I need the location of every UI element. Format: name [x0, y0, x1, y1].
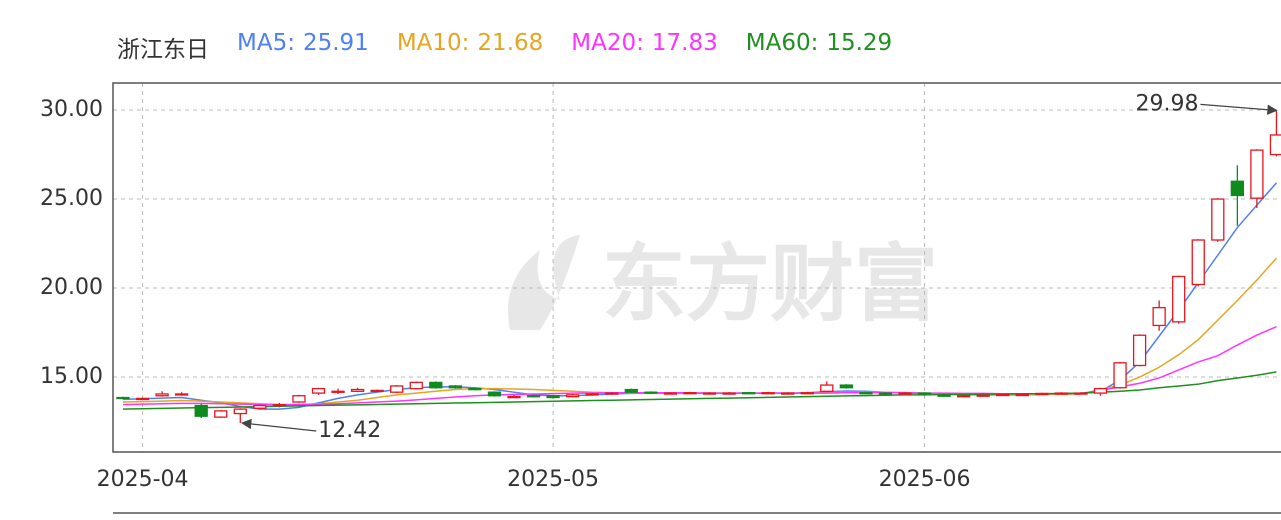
legend-item: MA20: 17.83	[571, 30, 717, 64]
candle-body	[1074, 392, 1088, 395]
y-tick-label: 25.00	[40, 186, 103, 211]
watermark-text: 东方财富	[602, 235, 938, 333]
candle-body	[448, 385, 463, 389]
annotation-min: 12.42	[318, 418, 381, 443]
candle-body	[624, 388, 638, 393]
chart-header: 浙江东日 MA5: 25.91 MA10: 21.68 MA20: 17.83 MA60: 1…	[117, 30, 892, 64]
candle-body	[1230, 180, 1244, 197]
candle-body	[429, 381, 443, 389]
candle-body	[1113, 362, 1127, 389]
candle-body	[663, 392, 678, 395]
x-tick-label: 2025-05	[507, 467, 599, 492]
candle-body	[311, 387, 326, 394]
legend-label: MA60:	[745, 30, 819, 56]
candle-body	[1093, 387, 1108, 394]
candle-body	[174, 393, 189, 396]
y-tick-label: 15.00	[40, 364, 103, 389]
candle-body	[800, 392, 814, 395]
candle-body	[1172, 275, 1186, 323]
candle-body	[585, 393, 599, 396]
candle-body	[272, 404, 287, 407]
plot-frame	[112, 82, 1281, 453]
watermark: 东方财富	[508, 235, 938, 333]
candle-body	[155, 393, 169, 397]
candle-body	[370, 389, 384, 393]
legend-label: MA5:	[237, 30, 295, 56]
candle-body	[1015, 393, 1029, 397]
candle-body	[350, 388, 365, 392]
candle-body	[1132, 334, 1147, 367]
candle-body	[1250, 149, 1264, 199]
candle-body	[957, 395, 971, 398]
candle-body	[526, 395, 541, 398]
candle-body	[331, 390, 345, 393]
legend-value: 15.29	[826, 30, 893, 56]
candle-body	[116, 396, 130, 400]
candle-body	[996, 393, 1010, 397]
candle-body	[1035, 392, 1049, 396]
candle-body	[1211, 198, 1225, 241]
legend-item: MA10: 21.68	[397, 30, 543, 64]
chart-title: 浙江东日	[117, 37, 209, 63]
watermark-logo	[508, 235, 580, 330]
candle-body	[253, 404, 267, 409]
annotation-arrow	[241, 418, 317, 432]
candle-body	[898, 392, 912, 395]
legend-item: MA5: 25.91	[237, 30, 369, 64]
legend-value: 25.91	[302, 30, 369, 56]
y-tick-label: 30.00	[40, 97, 103, 122]
candle-body	[644, 391, 658, 394]
candle-body	[937, 394, 951, 397]
candle-body	[761, 392, 775, 395]
candle-body	[194, 404, 208, 417]
candle-body	[468, 387, 482, 391]
candle-body	[839, 384, 853, 389]
candle-body	[859, 392, 873, 395]
candle-body	[1191, 239, 1205, 286]
candle-body	[292, 395, 306, 403]
candle-body	[683, 392, 697, 395]
candle-body	[722, 392, 736, 395]
candle-body	[820, 384, 834, 392]
candle-body	[976, 394, 990, 397]
candle-body	[605, 392, 619, 395]
candle-body	[135, 397, 150, 401]
annotation-arrow	[1200, 103, 1278, 115]
candle-body	[878, 392, 893, 395]
candle-body	[1054, 392, 1069, 395]
candle-body	[781, 392, 795, 395]
x-tick-label: 2025-04	[97, 467, 189, 492]
candle-body	[702, 392, 717, 395]
legend-value: 21.68	[477, 30, 544, 56]
candle-body	[214, 410, 228, 418]
candle-body	[917, 392, 932, 395]
annotation-max: 29.98	[1135, 91, 1198, 116]
candle-body	[566, 394, 580, 398]
candle-body	[409, 381, 423, 390]
candle-body	[741, 392, 756, 395]
x-tick-label: 2025-06	[879, 467, 971, 492]
legend-item: MA60: 15.29	[746, 30, 892, 64]
candle-body	[507, 395, 521, 399]
candle-body	[1269, 134, 1281, 156]
legend-label: MA20:	[571, 30, 644, 56]
candle-body	[233, 408, 247, 415]
candle-body	[1152, 306, 1166, 327]
candle-body	[390, 385, 404, 393]
candle-body	[487, 391, 502, 397]
legend-label: MA10:	[396, 30, 470, 56]
y-tick-label: 20.00	[40, 275, 103, 300]
candle-body	[546, 395, 560, 399]
legend-value: 17.83	[651, 30, 718, 56]
